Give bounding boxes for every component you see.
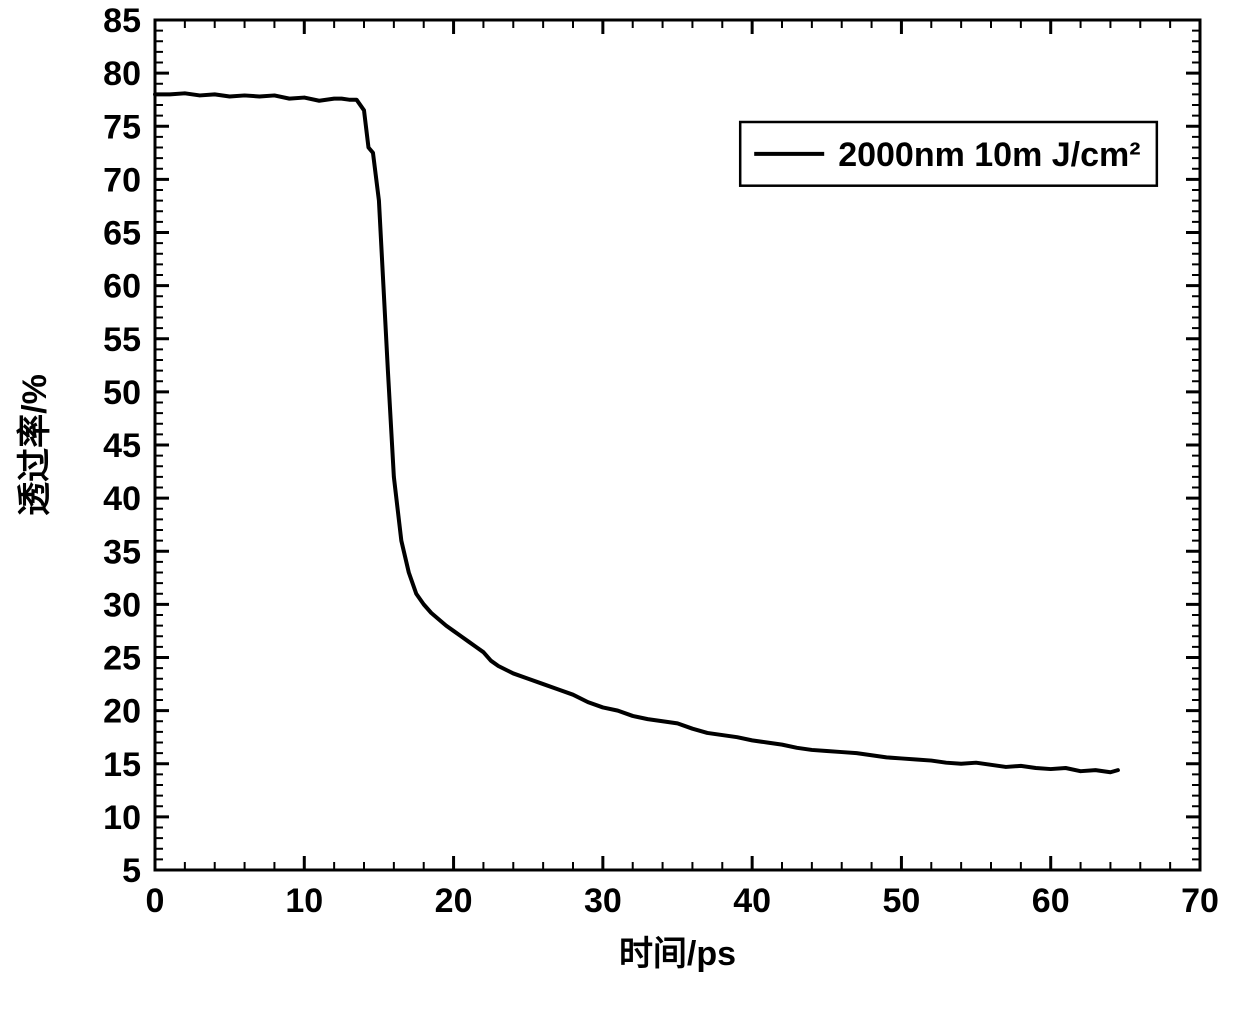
y-tick-label: 35 bbox=[103, 533, 141, 571]
y-tick-label: 5 bbox=[122, 852, 141, 890]
x-tick-label: 60 bbox=[1032, 882, 1070, 920]
y-tick-label: 55 bbox=[103, 321, 141, 359]
y-tick-label: 20 bbox=[103, 693, 141, 731]
y-tick-label: 65 bbox=[103, 215, 141, 253]
y-tick-label: 70 bbox=[103, 161, 141, 199]
chart-container: 0 10 20 30 40 50 60 70 5 10 15 20 25 30 35 40 45 50 55 60 65… bbox=[0, 0, 1240, 1014]
x-tick-label: 30 bbox=[584, 882, 622, 920]
x-tick-label: 50 bbox=[883, 882, 921, 920]
x-tick-label: 70 bbox=[1181, 882, 1219, 920]
line-chart: 0 10 20 30 40 50 60 70 5 10 15 20 25 30 35 40 45 50 55 60 65… bbox=[0, 0, 1240, 1014]
data-series-line bbox=[155, 93, 1118, 772]
y-tick-label: 15 bbox=[103, 746, 141, 784]
y-tick-label: 80 bbox=[103, 55, 141, 93]
y-tick-label: 85 bbox=[103, 2, 141, 40]
y-tick-label: 10 bbox=[103, 799, 141, 837]
x-axis-label: 时间/ps bbox=[619, 935, 736, 973]
y-tick-label: 75 bbox=[103, 108, 141, 146]
y-tick-label: 30 bbox=[103, 586, 141, 624]
y-tick-label: 60 bbox=[103, 268, 141, 306]
x-tick-label: 40 bbox=[733, 882, 771, 920]
x-tick-label: 0 bbox=[146, 882, 165, 920]
x-tick-label: 10 bbox=[285, 882, 323, 920]
y-tick-label: 50 bbox=[103, 374, 141, 412]
legend-label: 2000nm 10m J/cm² bbox=[838, 136, 1140, 174]
y-tick-label: 25 bbox=[103, 640, 141, 678]
x-tick-label: 20 bbox=[435, 882, 473, 920]
y-axis-label: 透过率/% bbox=[16, 374, 54, 516]
y-tick-label: 40 bbox=[103, 480, 141, 518]
y-tick-label: 45 bbox=[103, 427, 141, 465]
